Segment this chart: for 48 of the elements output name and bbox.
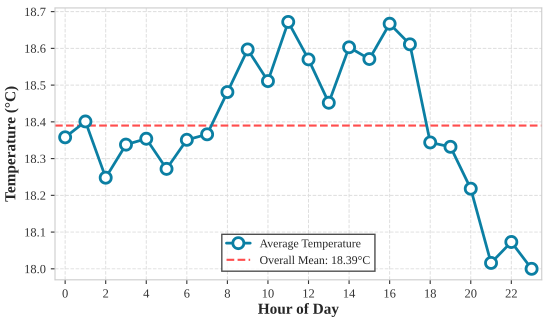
x-tick-label: 16 (384, 289, 396, 298)
point (98, 170, 113, 185)
x-tick-label: 6 (184, 289, 190, 298)
point (524, 262, 539, 276)
y-tick-label: 18.7 (25, 8, 46, 16)
point (281, 14, 296, 29)
y-tick-label: 18.4 (25, 118, 46, 126)
legend-label: Average Temperature (260, 239, 361, 250)
x-tick-label: 22 (506, 289, 517, 298)
point (160, 162, 174, 176)
point (139, 132, 154, 146)
point (402, 37, 417, 52)
point (220, 85, 234, 100)
y-tick-label: 18.3 (25, 154, 46, 164)
x-tick-label: 18 (425, 289, 436, 298)
point (322, 96, 336, 110)
y-tick-label: 18.0 (25, 264, 46, 274)
point (302, 52, 316, 66)
x-axis-title: Hour of Day (258, 302, 339, 318)
point (78, 114, 92, 128)
point (240, 42, 255, 56)
x-tick-label: 2 (103, 289, 108, 298)
x-tick-label: 0 (62, 289, 68, 298)
x-tick-label: 10 (262, 289, 274, 298)
y-tick-label: 18.1 (25, 228, 46, 237)
y-tick-label: 18.2 (25, 191, 46, 200)
x-tick-label: 4 (143, 289, 150, 298)
x-tick-label: 20 (465, 289, 477, 298)
point (444, 140, 458, 154)
x-tick-label: 8 (224, 289, 230, 298)
point (180, 132, 194, 147)
x-tick-label: 12 (303, 289, 314, 298)
y-tick-label: 18.5 (25, 81, 46, 90)
point (423, 135, 438, 150)
point (200, 127, 214, 142)
point (382, 16, 397, 31)
point (464, 182, 478, 196)
point (58, 130, 72, 144)
x-tick-label: 14 (344, 289, 356, 298)
point (362, 52, 376, 66)
y-tick-label: 18.6 (25, 44, 46, 53)
legend-label: Overall Mean: 18.39°C (260, 256, 370, 264)
point (484, 256, 498, 270)
y-axis-title: Temperature (°C) (4, 86, 19, 202)
point (119, 138, 133, 152)
point (342, 40, 356, 54)
point (261, 74, 275, 88)
point (504, 235, 518, 249)
